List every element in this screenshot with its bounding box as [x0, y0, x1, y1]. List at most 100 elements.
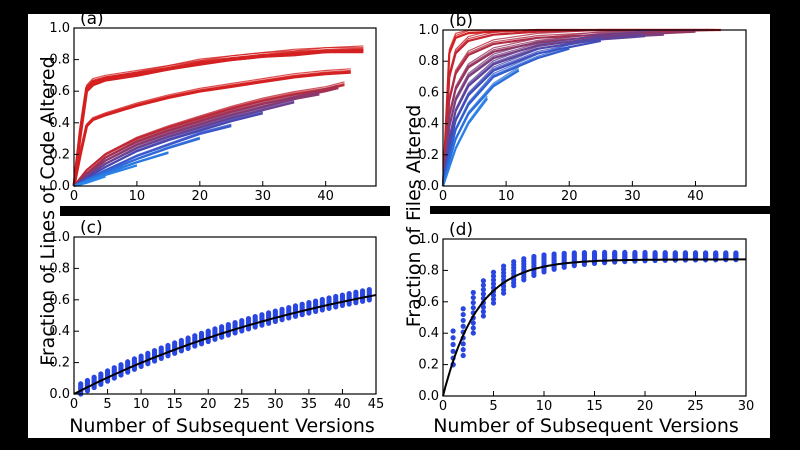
- y-tick-label: 0.0: [418, 389, 439, 404]
- y-tick-label: 0.4: [418, 117, 439, 132]
- data-point: [84, 377, 91, 384]
- x-tick-label: 20: [637, 399, 654, 414]
- series-line: [442, 36, 601, 187]
- panel-label: (a): [80, 9, 104, 29]
- data-point: [225, 322, 231, 328]
- y-tick-label: 0.8: [418, 263, 439, 278]
- panel-b: (b) 0 10 20 30 40 0.0 0.2 0.4 0.6 0.8 1.0: [418, 11, 747, 204]
- data-point: [138, 353, 144, 359]
- y-tick-label: 0.8: [49, 261, 70, 276]
- data-point: [470, 305, 476, 311]
- panel-label: (c): [80, 218, 103, 238]
- data-point: [460, 341, 466, 347]
- x-tick-label: 35: [301, 397, 318, 412]
- y-axis-label-left: Fraction of Lines of Code Altered: [37, 56, 59, 365]
- x-tick-label: 30: [267, 397, 284, 412]
- data-point: [602, 249, 608, 256]
- data-point: [198, 330, 205, 336]
- data-point: [299, 301, 305, 307]
- data-point: [480, 313, 486, 319]
- x-tick-label: 10: [129, 189, 146, 204]
- data-point: [531, 253, 537, 260]
- data-point: [460, 323, 466, 329]
- data-point: [490, 269, 497, 275]
- data-point: [480, 291, 486, 297]
- x-tick-label: 40: [687, 189, 704, 204]
- y-tick-label: 0.8: [418, 54, 439, 69]
- x-tick-label: 0: [439, 399, 447, 414]
- x-tick-label: 40: [334, 397, 351, 412]
- y-tick-label: 0.4: [49, 324, 70, 339]
- data-point: [172, 340, 178, 346]
- data-point: [470, 325, 476, 331]
- data-point: [632, 249, 638, 256]
- x-tick-label: 30: [738, 399, 755, 414]
- y-tick-label: 0.6: [49, 293, 70, 308]
- data-point: [490, 296, 497, 302]
- data-point: [212, 326, 218, 332]
- data-point: [292, 303, 299, 309]
- data-point: [480, 278, 486, 284]
- y-tick-label: 0.2: [418, 148, 439, 163]
- data-point: [353, 289, 359, 295]
- y-tick-label: 0.2: [49, 356, 70, 371]
- y-tick-label: 1.0: [418, 232, 439, 247]
- data-point: [145, 350, 151, 356]
- data-point: [165, 342, 171, 349]
- data-point: [178, 337, 184, 344]
- data-point: [111, 365, 117, 371]
- data-point: [480, 282, 486, 288]
- data-point: [480, 304, 486, 310]
- series-line: [442, 95, 488, 187]
- data-point: [470, 294, 476, 301]
- data-point: [450, 341, 456, 348]
- data-point: [366, 286, 372, 293]
- header-bar-right: [412, 0, 772, 10]
- data-point: [232, 319, 238, 326]
- y-tick-label: 0.0: [418, 179, 439, 194]
- x-tick-label: 20: [561, 189, 578, 204]
- y-tick-label: 0.4: [49, 116, 70, 131]
- data-point: [104, 368, 111, 374]
- data-point: [259, 312, 265, 318]
- data-point: [713, 250, 719, 256]
- data-point: [286, 304, 292, 311]
- x-axis-label-left: Number of Subsequent Versions: [69, 415, 375, 437]
- data-point: [703, 250, 709, 256]
- data-point: [470, 289, 476, 296]
- x-tick-label: 10: [536, 399, 553, 414]
- data-point: [205, 328, 211, 334]
- data-point: [571, 250, 577, 256]
- panel-label: (b): [449, 11, 473, 31]
- panel-label: (d): [449, 220, 473, 240]
- y-tick-label: 0.6: [49, 84, 70, 99]
- series-line: [73, 84, 339, 187]
- series-line: [442, 29, 664, 187]
- axes-frame: [442, 29, 747, 187]
- data-point: [733, 250, 739, 256]
- x-tick-label: 20: [200, 397, 217, 412]
- series-line: [73, 81, 345, 187]
- y-tick-label: 0.6: [418, 85, 439, 100]
- x-tick-label: 5: [103, 397, 111, 412]
- data-point: [326, 295, 332, 301]
- data-point: [460, 317, 466, 324]
- series-line: [73, 47, 364, 187]
- data-point: [151, 348, 158, 354]
- data-point: [272, 308, 278, 314]
- data-point: [581, 250, 588, 256]
- y-tick-label: 0.6: [418, 295, 439, 310]
- data-point: [346, 291, 352, 297]
- data-point: [192, 333, 198, 339]
- data-point: [642, 249, 648, 256]
- data-point: [239, 317, 245, 324]
- data-point: [91, 374, 97, 380]
- y-tick-label: 1.0: [418, 23, 439, 38]
- series-line: [442, 66, 520, 187]
- data-point: [480, 309, 486, 315]
- figure-background: [28, 14, 770, 450]
- y-tick-label: 1.0: [49, 230, 70, 245]
- data-point: [266, 310, 272, 316]
- data-point: [319, 296, 325, 303]
